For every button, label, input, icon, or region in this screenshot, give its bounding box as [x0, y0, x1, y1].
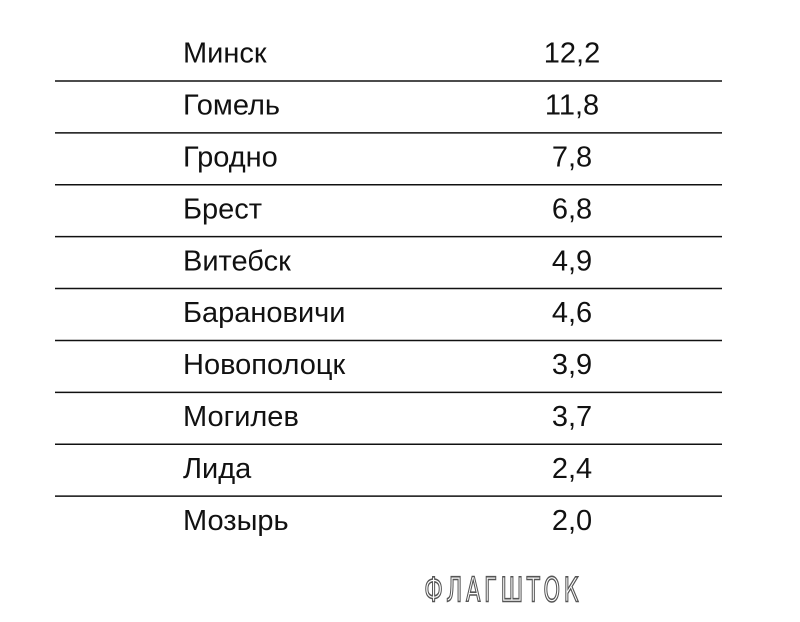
city-value: 4,9 [552, 245, 592, 277]
city-name: Барановичи [183, 297, 345, 329]
city-name: Могилев [183, 401, 299, 433]
city-name: Новополоцк [183, 349, 345, 381]
city-value: 6,8 [552, 193, 592, 225]
city-value: 2,0 [552, 505, 592, 537]
city-name: Минск [183, 38, 267, 70]
city-value: 3,7 [552, 401, 592, 433]
city-name: Гродно [183, 141, 278, 173]
city-value: 12,2 [544, 38, 600, 70]
watermark: ФЛАГШТОК [425, 570, 583, 610]
city-value: 3,9 [552, 349, 592, 381]
city-value: 7,8 [552, 141, 592, 173]
city-value: 4,6 [552, 297, 592, 329]
city-name: Витебск [183, 245, 291, 277]
city-name: Лида [183, 453, 252, 485]
city-name: Брест [183, 193, 262, 225]
city-name: Гомель [183, 90, 280, 122]
city-name: Мозырь [183, 505, 289, 537]
city-value: 11,8 [545, 90, 599, 122]
city-value: 2,4 [552, 453, 592, 485]
